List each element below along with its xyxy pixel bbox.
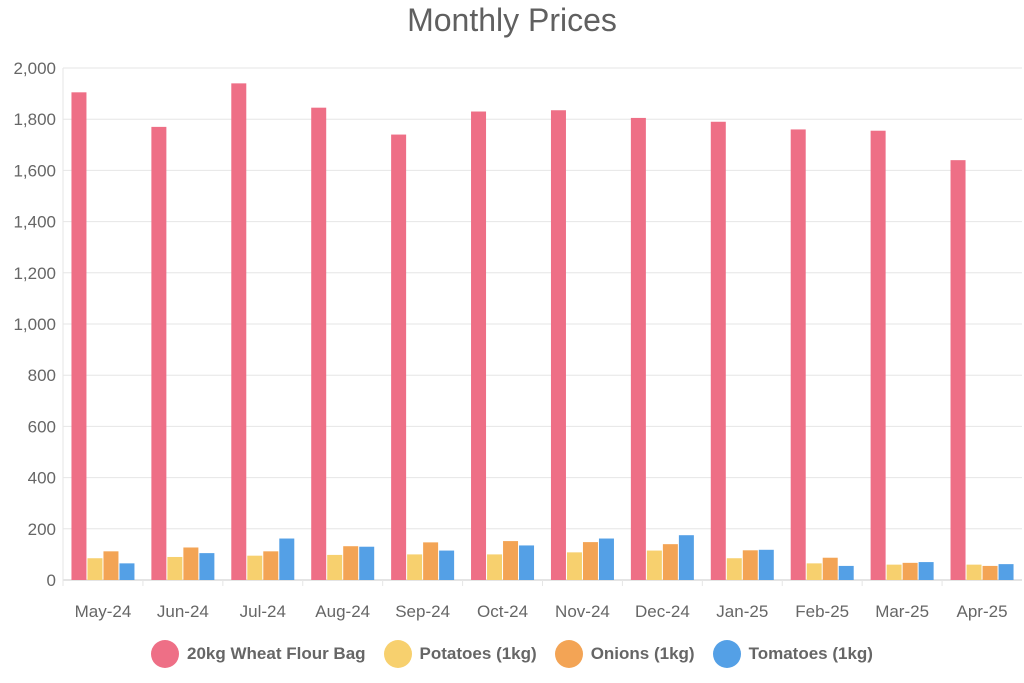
- bar: [550, 110, 566, 581]
- bar: [119, 563, 135, 580]
- bar: [918, 562, 934, 580]
- chart-title: Monthly Prices: [407, 2, 617, 38]
- bar: [998, 564, 1014, 580]
- bar: [471, 111, 487, 581]
- bar: [838, 565, 854, 580]
- bar: [167, 556, 183, 580]
- bar: [263, 551, 279, 580]
- bar: [598, 538, 614, 580]
- y-tick-label: 2,000: [13, 59, 56, 78]
- legend-label-tomatoes: Tomatoes (1kg): [748, 644, 873, 663]
- legend-label-potatoes: Potatoes (1kg): [419, 644, 537, 663]
- chart-legend: 20kg Wheat Flour Bag Potatoes (1kg) Onio…: [0, 640, 1024, 668]
- y-tick-label: 1,000: [13, 315, 56, 334]
- y-tick-label: 1,200: [13, 264, 56, 283]
- x-tick-label: Nov-24: [555, 602, 610, 621]
- bar: [199, 553, 215, 580]
- bar: [710, 121, 726, 580]
- bar: [966, 564, 982, 580]
- y-tick-label: 800: [28, 366, 56, 385]
- bar: [439, 550, 455, 580]
- bar: [886, 564, 902, 580]
- bar: [151, 126, 167, 580]
- y-tick-label: 600: [28, 417, 56, 436]
- bar: [519, 545, 535, 580]
- y-tick-label: 1,800: [13, 110, 56, 129]
- legend-swatch-onions: [554, 640, 583, 668]
- bar: [822, 557, 838, 580]
- bar: [103, 551, 119, 580]
- bar: [407, 554, 423, 580]
- bar: [71, 92, 87, 580]
- legend-item-potatoes[interactable]: Potatoes (1kg): [383, 640, 537, 668]
- x-tick-label: Oct-24: [477, 602, 528, 621]
- legend-item-onions[interactable]: Onions (1kg): [554, 640, 695, 668]
- x-tick-label: Apr-25: [957, 602, 1008, 621]
- bar: [902, 562, 918, 580]
- y-tick-label: 1,400: [13, 213, 56, 232]
- bar: [982, 565, 998, 580]
- y-tick-label: 200: [28, 520, 56, 539]
- bar: [391, 134, 407, 580]
- bar: [630, 117, 646, 581]
- bar: [247, 555, 263, 580]
- legend-swatch-potatoes: [383, 640, 412, 668]
- legend-swatch-tomatoes: [712, 640, 741, 668]
- bar: [806, 563, 822, 580]
- x-tick-label: Mar-25: [875, 602, 929, 621]
- bar: [742, 550, 758, 580]
- bar: [87, 558, 103, 580]
- bar: [662, 544, 678, 580]
- x-tick-label: Jul-24: [240, 602, 286, 621]
- bar: [726, 558, 742, 580]
- bar: [231, 83, 247, 581]
- bar: [327, 554, 343, 580]
- x-tick-label: Feb-25: [795, 602, 849, 621]
- x-tick-label: Aug-24: [315, 602, 370, 621]
- y-tick-label: 0: [47, 571, 56, 590]
- bar: [423, 542, 439, 580]
- bar: [359, 546, 375, 580]
- legend-item-wheat-flour[interactable]: 20kg Wheat Flour Bag: [151, 640, 366, 668]
- bar: [950, 160, 966, 580]
- bar: [758, 549, 774, 580]
- legend-label-onions: Onions (1kg): [590, 644, 695, 663]
- bar: [646, 550, 662, 580]
- x-tick-label: Jun-24: [157, 602, 209, 621]
- y-tick-label: 400: [28, 469, 56, 488]
- bar: [279, 538, 295, 580]
- bar: [566, 552, 582, 580]
- bar: [343, 546, 359, 580]
- x-tick-label: May-24: [75, 602, 132, 621]
- bar: [503, 541, 519, 580]
- bar: [678, 535, 694, 580]
- bar: [870, 130, 886, 580]
- legend-item-tomatoes[interactable]: Tomatoes (1kg): [712, 640, 873, 668]
- legend-label-wheat-flour: 20kg Wheat Flour Bag: [187, 644, 366, 663]
- bar: [183, 547, 199, 580]
- x-tick-label: Jan-25: [716, 602, 768, 621]
- bar: [582, 542, 598, 580]
- bar: [487, 554, 503, 580]
- x-tick-label: Dec-24: [635, 602, 690, 621]
- y-tick-label: 1,600: [13, 161, 56, 180]
- x-tick-label: Sep-24: [395, 602, 450, 621]
- bar-chart: 0 200 400 600 800 1,000 1,200 1,400 1,600 1,800 2,…: [13, 59, 1022, 621]
- bar: [311, 107, 327, 581]
- legend-swatch-wheat-flour: [151, 640, 180, 668]
- bar: [790, 129, 806, 580]
